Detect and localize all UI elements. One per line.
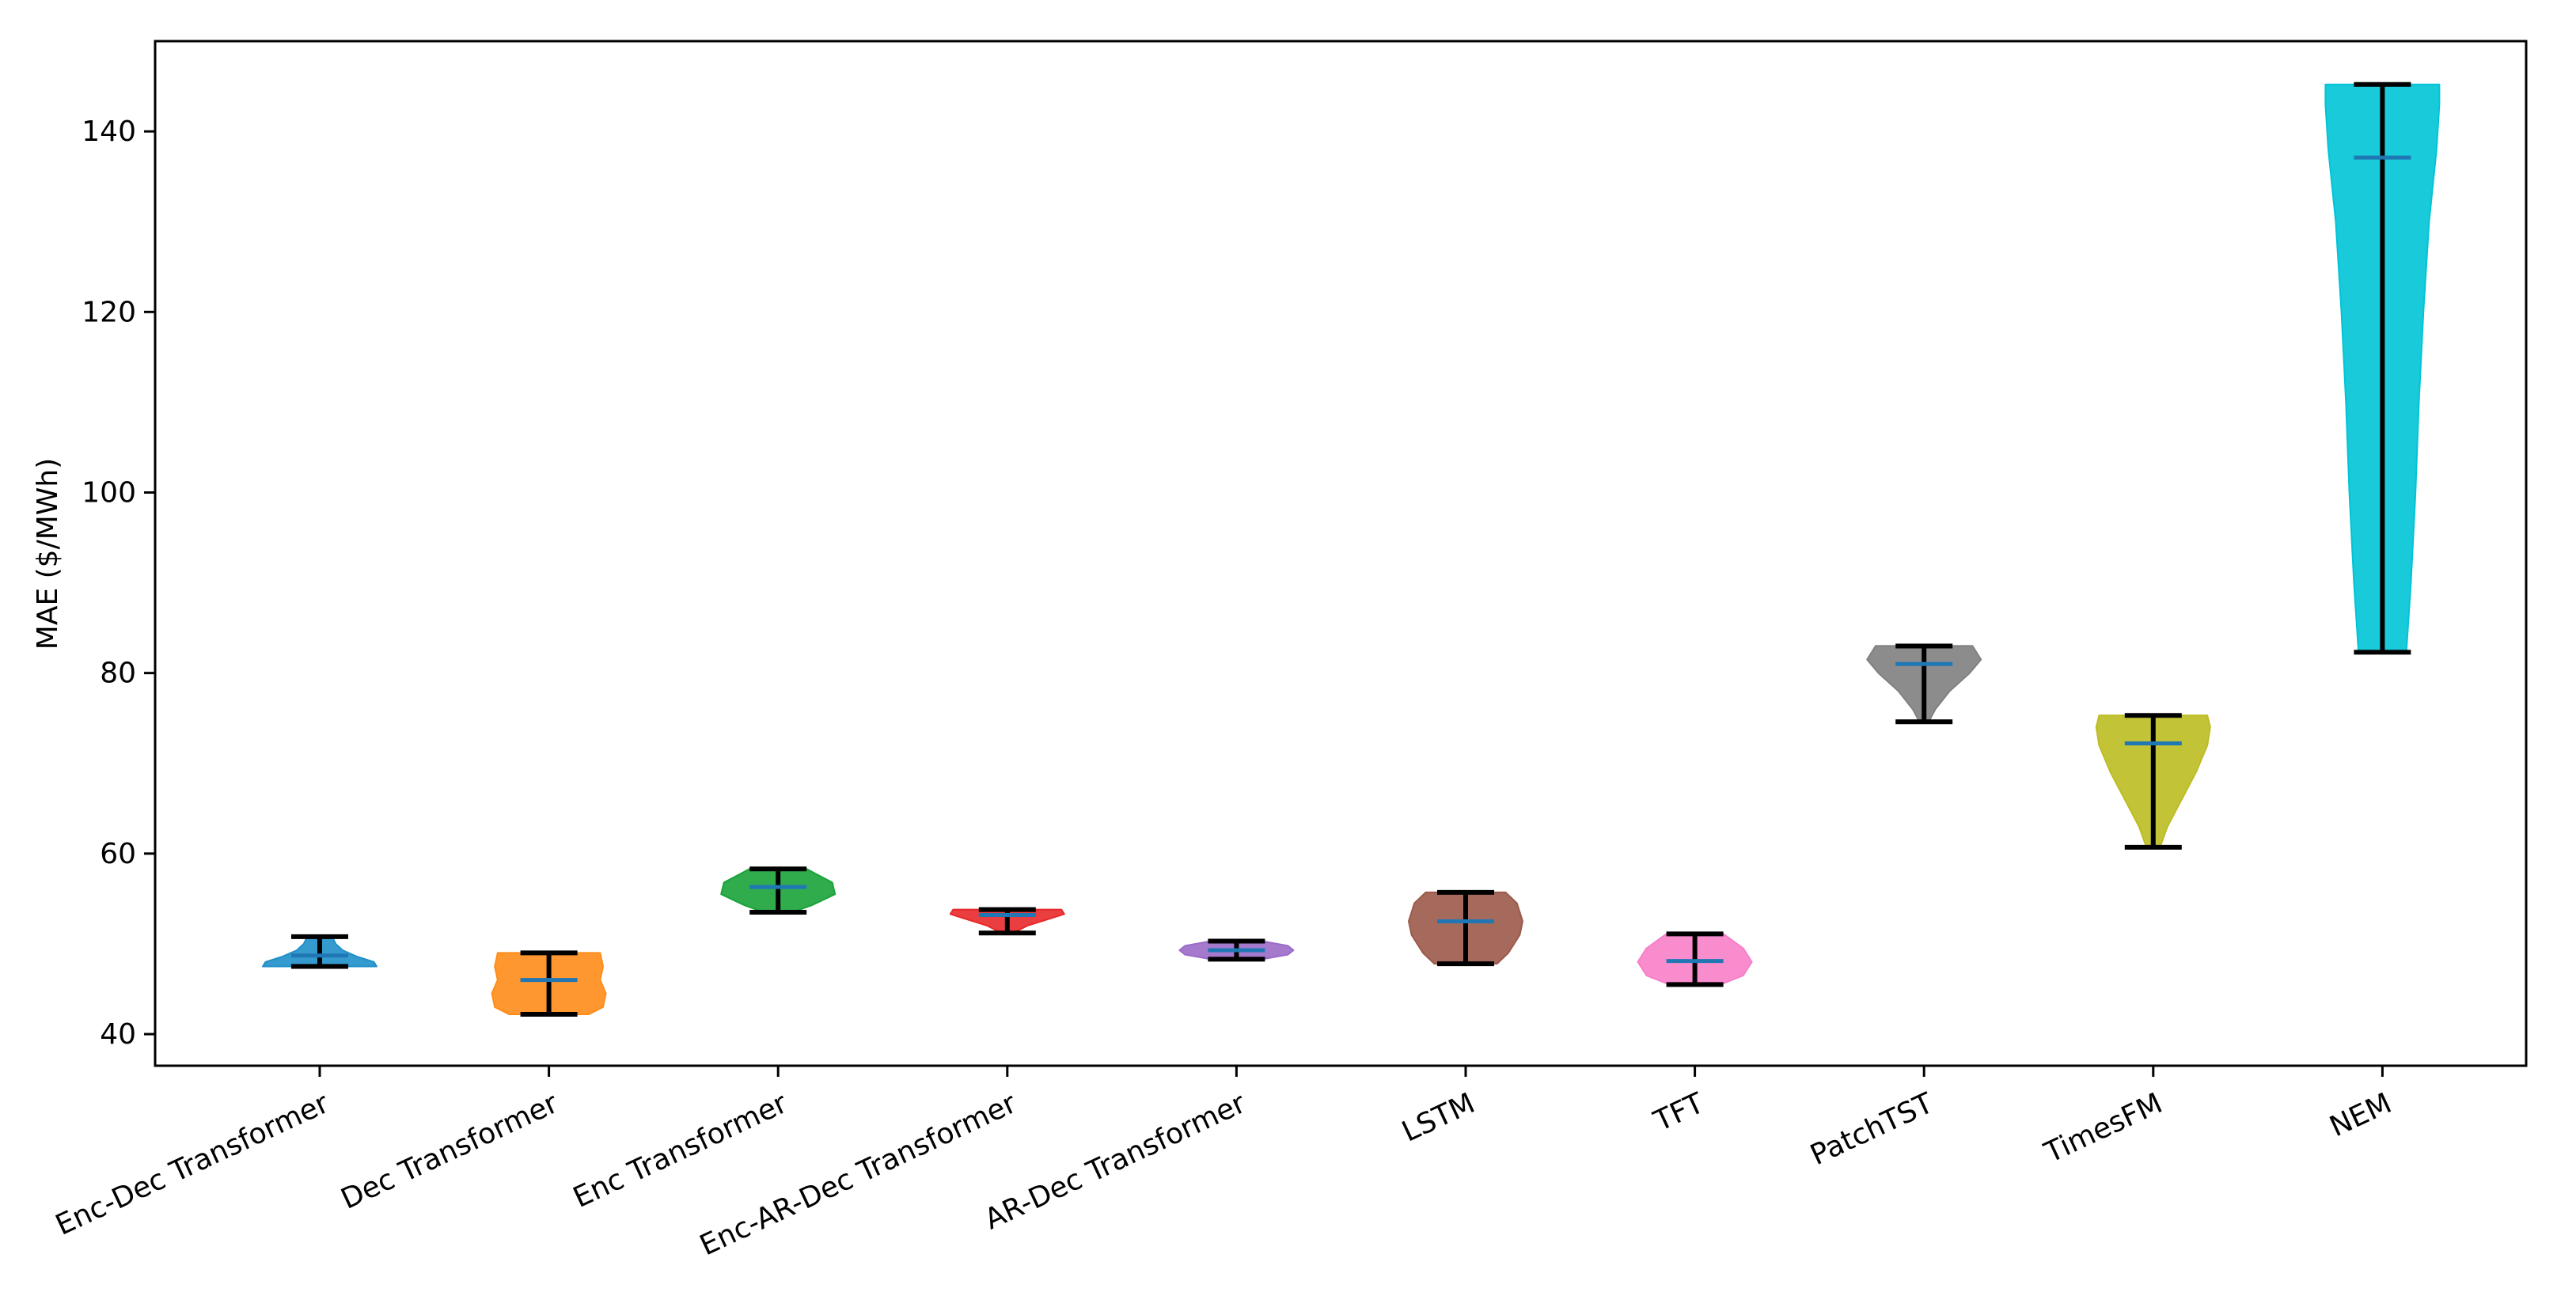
y-tick-label: 60	[100, 838, 136, 870]
y-axis-title: MAE ($/MWh)	[32, 458, 64, 650]
y-tick-label: 140	[82, 116, 136, 148]
y-tick-label: 120	[82, 296, 136, 328]
y-tick-label: 40	[100, 1018, 136, 1051]
y-tick-label: 80	[100, 657, 136, 690]
plot-frame	[154, 40, 2528, 1067]
y-tick-label: 100	[82, 476, 136, 509]
y-axis: 40 60 80 100 120 140	[82, 116, 155, 1051]
violins-layer	[262, 81, 2441, 1017]
